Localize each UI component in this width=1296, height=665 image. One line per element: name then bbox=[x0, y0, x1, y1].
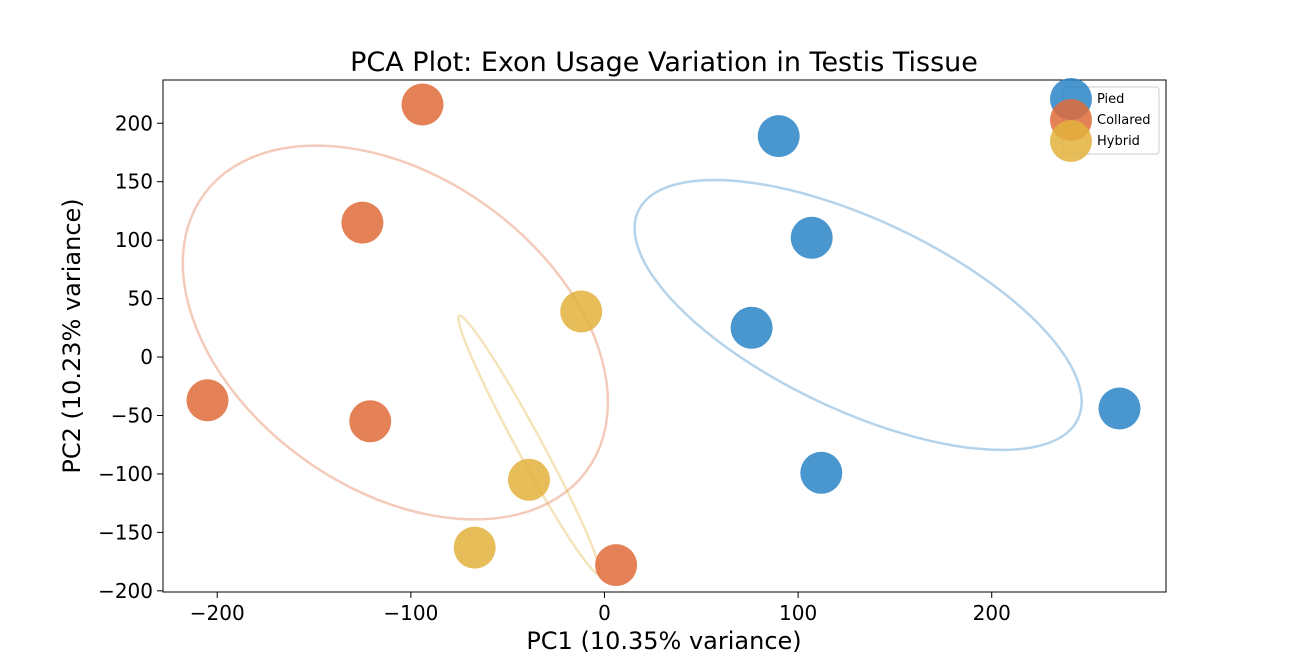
point-collared bbox=[595, 544, 638, 587]
point-hybrid bbox=[560, 290, 603, 333]
x-tick-label: 0 bbox=[598, 601, 611, 625]
x-tick-label: 200 bbox=[973, 601, 1011, 625]
point-collared bbox=[401, 83, 444, 126]
chart-title: PCA Plot: Exon Usage Variation in Testis… bbox=[350, 47, 978, 78]
confidence-ellipses bbox=[181, 144, 1083, 575]
y-tick-label: 0 bbox=[140, 345, 153, 369]
point-pied bbox=[730, 306, 773, 349]
point-pied bbox=[800, 451, 843, 494]
point-collared bbox=[341, 201, 384, 244]
legend: Pied Collared Hybrid bbox=[1050, 78, 1160, 162]
y-axis-ticks: −200 −150 −100 −50 0 50 100 150 200 bbox=[98, 111, 163, 603]
x-tick-label: −200 bbox=[190, 601, 245, 625]
y-tick-label: −100 bbox=[98, 462, 153, 486]
y-tick-label: −200 bbox=[98, 579, 153, 603]
y-tick-label: −50 bbox=[111, 403, 153, 427]
legend-label-collared: Collared bbox=[1097, 113, 1151, 128]
y-tick-label: 50 bbox=[128, 287, 153, 311]
ellipse-pied bbox=[633, 178, 1083, 452]
x-axis-label: PC1 (10.35% variance) bbox=[526, 627, 801, 655]
ellipse-collared bbox=[181, 144, 610, 521]
point-pied bbox=[757, 115, 800, 158]
x-axis-ticks: −200 −100 0 100 200 bbox=[190, 592, 1011, 625]
ellipse-hybrid bbox=[457, 314, 601, 575]
y-tick-label: 200 bbox=[115, 111, 153, 135]
point-collared bbox=[349, 400, 392, 443]
x-tick-label: −100 bbox=[383, 601, 438, 625]
point-collared bbox=[186, 379, 229, 422]
point-pied bbox=[790, 216, 833, 259]
legend-marker-hybrid bbox=[1050, 120, 1092, 162]
data-points bbox=[186, 83, 1141, 587]
point-hybrid bbox=[453, 526, 496, 569]
point-hybrid bbox=[508, 458, 550, 501]
y-tick-label: 150 bbox=[115, 170, 153, 194]
legend-label-hybrid: Hybrid bbox=[1097, 134, 1140, 149]
y-tick-label: −150 bbox=[98, 520, 153, 544]
legend-label-pied: Pied bbox=[1097, 92, 1124, 107]
y-axis-label: PC2 (10.23% variance) bbox=[58, 198, 86, 473]
x-tick-label: 100 bbox=[779, 601, 817, 625]
y-tick-label: 100 bbox=[115, 228, 153, 252]
plot-frame bbox=[162, 79, 1167, 593]
point-pied bbox=[1098, 387, 1141, 430]
